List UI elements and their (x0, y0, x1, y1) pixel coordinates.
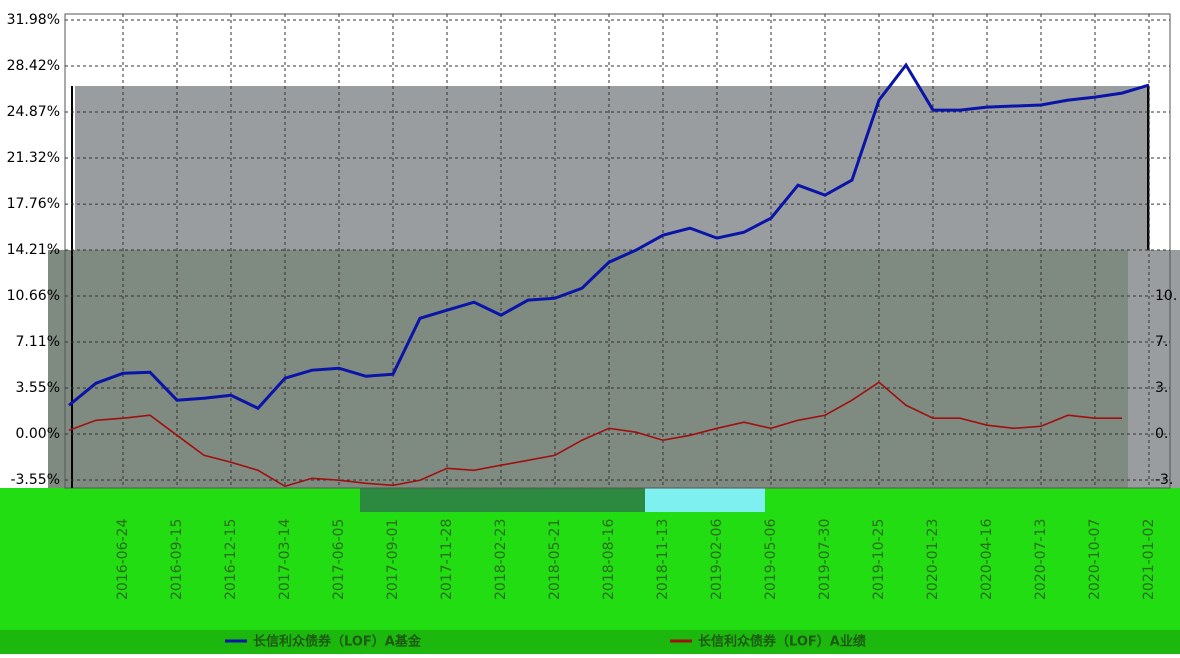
panel (1128, 250, 1180, 488)
x-tick-label: 2020-07-13 (1033, 519, 1049, 600)
x-tick-label: 2017-11-28 (439, 519, 455, 600)
x-tick-label: 2020-04-16 (979, 519, 995, 600)
y-tick-label: 21.32% (7, 150, 60, 166)
chart: 31.98% 28.42% 24.87% 21.32% 17.76% 14.21% 10.6… (0, 0, 1180, 654)
legend-label: 长信利众债券（LOF）A业绩 (698, 634, 866, 650)
y-tick-label: 28.42% (7, 58, 60, 74)
glitch (645, 488, 765, 512)
x-tick-label: 2017-06-05 (331, 519, 347, 600)
x-tick-label: 2017-09-01 (385, 519, 401, 600)
legend-label: 长信利众债券（LOF）A基金 (253, 634, 422, 650)
y-tick-label: 7.11% (16, 334, 60, 350)
x-tick-label: 2018-02-23 (493, 519, 509, 600)
glitch (360, 488, 645, 512)
legend-band (0, 630, 1180, 654)
x-tick-label: 2018-11-13 (655, 519, 671, 600)
x-tick-label: 2018-05-21 (547, 519, 563, 600)
y2-tick-label: 3. (1155, 380, 1168, 396)
panel (48, 250, 1128, 488)
x-tick-label: 2017-03-14 (277, 519, 293, 600)
y2-tick-label: 10. (1155, 288, 1177, 304)
y-tick-label: 14.21% (7, 242, 60, 258)
y-tick-label: 10.66% (7, 288, 60, 304)
x-tick-label: 2019-07-30 (817, 519, 833, 600)
x-tick-label: 2016-09-15 (169, 519, 185, 600)
x-tick-label: 2019-05-06 (763, 519, 779, 600)
y-tick-label: -3.55% (10, 472, 60, 488)
y-tick-label: 3.55% (16, 380, 60, 396)
x-tick-label: 2016-06-24 (115, 519, 131, 600)
y-tick-label: 24.87% (7, 104, 60, 120)
y-tick-label: 0.00% (16, 426, 60, 442)
panel (75, 86, 1150, 250)
y2-tick-label: 7. (1155, 334, 1168, 350)
y2-tick-label: -3. (1155, 472, 1173, 488)
x-tick-label: 2020-01-23 (925, 519, 941, 600)
y2-tick-label: 0. (1155, 426, 1168, 442)
x-tick-label: 2018-08-16 (601, 519, 617, 600)
x-tick-label: 2016-12-15 (223, 519, 239, 600)
x-tick-label: 2020-10-07 (1087, 519, 1103, 600)
y-tick-label: 31.98% (7, 12, 60, 28)
x-tick-label: 2021-01-02 (1141, 519, 1157, 600)
y-tick-label: 17.76% (7, 196, 60, 212)
x-tick-label: 2019-10-25 (871, 519, 887, 600)
x-tick-label: 2019-02-06 (709, 519, 725, 600)
